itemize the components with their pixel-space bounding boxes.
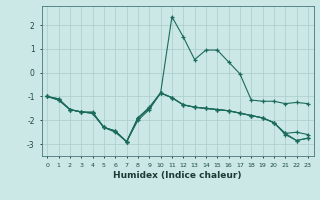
X-axis label: Humidex (Indice chaleur): Humidex (Indice chaleur)	[113, 171, 242, 180]
